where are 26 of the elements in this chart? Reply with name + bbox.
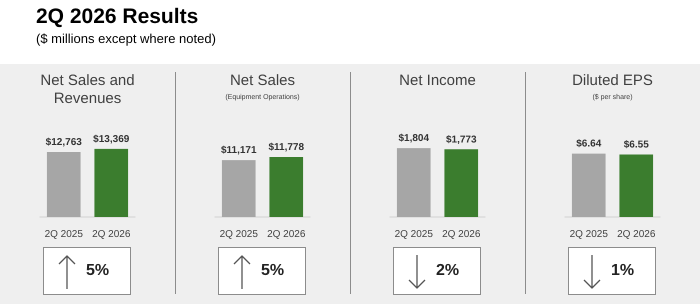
x-tick-label: 2Q 2026 <box>267 228 306 240</box>
chart-title: Net Income <box>398 72 477 90</box>
x-tick-label: 2Q 2026 <box>617 228 656 240</box>
data-label: $13,369 <box>93 134 130 146</box>
x-tick-label: 2Q 2025 <box>570 228 608 240</box>
x-tick-label: 2Q 2026 <box>92 228 131 240</box>
chart-title: Diluted EPS <box>571 72 654 90</box>
x-tick-label: 2Q 2025 <box>44 228 84 240</box>
data-label: $6.64 <box>576 138 602 150</box>
x-tick-label: 2Q 2025 <box>220 228 258 240</box>
text: 5% <box>86 262 110 280</box>
x-tick-label: 2Q 2025 <box>394 228 434 240</box>
chart-title: Net Sales and Revenues <box>39 72 136 108</box>
text: 5% <box>261 262 284 280</box>
text: ($ millions except where noted) <box>36 30 216 48</box>
data-label: $11,778 <box>268 142 304 154</box>
x-tick-label: 2Q 2026 <box>442 228 481 240</box>
chart-title: Net Sales <box>228 72 296 90</box>
data-label: $12,763 <box>46 137 82 148</box>
data-label: $1,804 <box>398 133 430 144</box>
text: 1% <box>611 262 634 280</box>
data-label: $1,773 <box>446 134 477 146</box>
text: 2% <box>436 262 460 280</box>
text: 2Q 2026 Results <box>36 4 200 30</box>
data-label: $6.55 <box>624 140 650 151</box>
data-label: $11,171 <box>220 145 257 156</box>
